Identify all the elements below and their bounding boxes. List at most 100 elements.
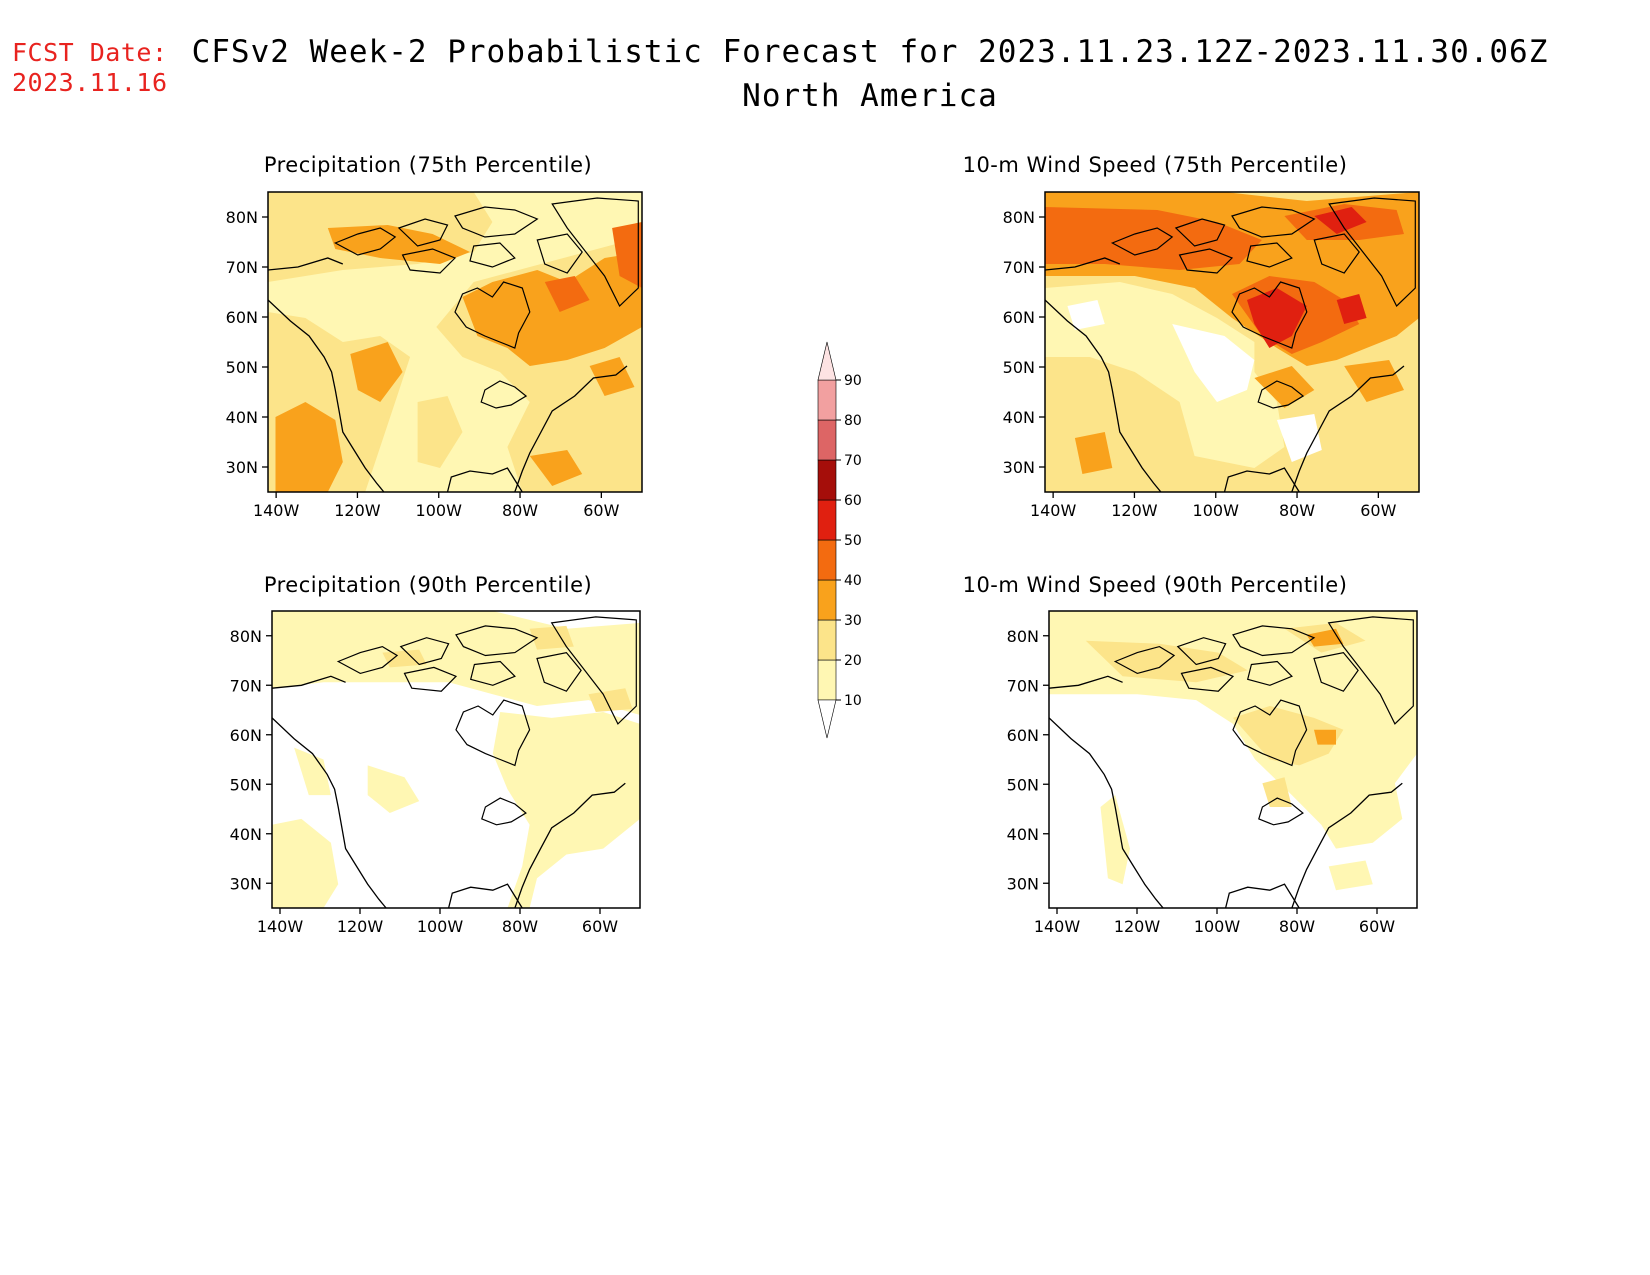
shade-region	[1100, 795, 1130, 885]
coastline	[1258, 797, 1304, 826]
lat-label: 80N	[1003, 208, 1035, 227]
coastline	[480, 380, 528, 409]
colorbar-label: 10	[844, 693, 862, 709]
map-frame	[1048, 610, 1418, 909]
page-title: CFSv2 Week-2 Probabilistic Forecast for …	[190, 30, 1550, 118]
colorbar-label: 90	[844, 373, 862, 389]
lat-label: 50N	[1007, 775, 1039, 794]
coastline	[1246, 242, 1293, 268]
coastline	[1176, 637, 1227, 666]
title-line-1: CFSv2 Week-2 Probabilistic Forecast for …	[191, 34, 1549, 70]
map-panel-2: 80N 70N 60N 50N 40N 30N 140W 120W 100W 80W 60W	[230, 610, 641, 936]
colorbar-segment	[817, 659, 837, 701]
shade-region	[367, 765, 420, 813]
colorbar-label: 50	[844, 533, 862, 549]
colorbar-label: 70	[844, 453, 862, 469]
coastline	[1049, 675, 1123, 689]
coastline	[1045, 257, 1121, 271]
coastline	[551, 197, 639, 307]
coastline	[1327, 616, 1414, 725]
coastline	[403, 666, 458, 692]
colorbar-segment	[817, 499, 837, 541]
shade-region	[272, 818, 339, 908]
lon-label: 60W	[583, 501, 619, 520]
lat-label: 60N	[1003, 308, 1035, 327]
coastline	[1232, 625, 1316, 657]
shade-region	[544, 276, 590, 312]
coastline	[397, 218, 449, 247]
lon-label: 140W	[253, 501, 300, 520]
coastline	[481, 797, 527, 826]
coastline	[1223, 467, 1300, 492]
coastline	[447, 883, 523, 908]
lat-label: 80N	[1007, 627, 1039, 646]
lon-label: 120W	[337, 917, 384, 936]
shade-region	[327, 225, 470, 264]
lat-label: 40N	[230, 825, 262, 844]
colorbar-segment	[817, 579, 837, 621]
lon-label: 100W	[416, 501, 463, 520]
map-panel-3: 80N 70N 60N 50N 40N 30N 140W 120W 100W 80W 60W	[1007, 610, 1418, 936]
map-shading-1	[1045, 192, 1419, 492]
coastline	[1180, 666, 1235, 692]
coastline	[454, 281, 531, 349]
lon-label: 80W	[502, 501, 538, 520]
shade-region	[612, 222, 642, 288]
coastline	[1224, 883, 1300, 908]
forecast-date-label: FCST Date:	[12, 38, 168, 67]
shade-region	[1262, 777, 1292, 807]
coastline	[1246, 660, 1293, 686]
colorbar-label: 80	[844, 413, 862, 429]
shade-region	[1074, 432, 1113, 474]
coastline	[1045, 299, 1162, 492]
coastline	[333, 227, 397, 256]
map-shading-0	[268, 192, 642, 492]
lat-label: 70N	[1003, 258, 1035, 277]
panel-title-wind-90: 10-m Wind Speed (90th Percentile)	[962, 573, 1348, 597]
shade-region	[529, 450, 583, 486]
coastline	[268, 299, 385, 492]
lat-label: 80N	[230, 627, 262, 646]
shade-region	[1247, 288, 1307, 348]
colorbar-bottom-arrow	[817, 699, 837, 739]
colorbar-segment	[817, 539, 837, 581]
coastline	[268, 257, 344, 271]
lon-label: 140W	[1030, 501, 1077, 520]
shade-region	[1306, 628, 1344, 647]
coastline	[1231, 281, 1308, 349]
coastline	[455, 699, 531, 767]
shade-region	[1344, 360, 1404, 402]
shade-region	[294, 747, 331, 796]
lat-label: 70N	[1007, 676, 1039, 695]
lon-label: 60W	[1359, 917, 1395, 936]
lon-label: 80W	[1279, 501, 1315, 520]
colorbar-segment	[817, 459, 837, 501]
shade-region	[1314, 729, 1336, 745]
forecast-date-value: 2023.11.16	[12, 68, 168, 97]
coastline	[1232, 699, 1308, 767]
colorbar: 10 20 30 40 50 60 70 80 90	[817, 341, 862, 739]
lon-label: 100W	[1193, 501, 1240, 520]
lat-label: 80N	[226, 208, 258, 227]
coastline	[514, 365, 628, 492]
colorbar-label: 40	[844, 573, 862, 589]
coastline	[1257, 380, 1305, 409]
shade-region	[1045, 207, 1262, 270]
shade-region	[1045, 282, 1285, 468]
lon-label: 140W	[257, 917, 304, 936]
coastline	[454, 206, 539, 238]
coastline	[1291, 782, 1403, 908]
shade-region	[529, 625, 574, 650]
lat-label: 70N	[230, 676, 262, 695]
shade-region	[589, 357, 635, 396]
shade-region	[588, 688, 633, 712]
lat-label: 30N	[1003, 458, 1035, 477]
lat-label: 30N	[1007, 874, 1039, 893]
colorbar-label: 60	[844, 493, 862, 509]
map-frame	[267, 191, 643, 493]
colorbar-segment	[817, 419, 837, 461]
lat-label: 60N	[1007, 726, 1039, 745]
lon-label: 80W	[502, 917, 538, 936]
colorbar-label: 30	[844, 613, 862, 629]
